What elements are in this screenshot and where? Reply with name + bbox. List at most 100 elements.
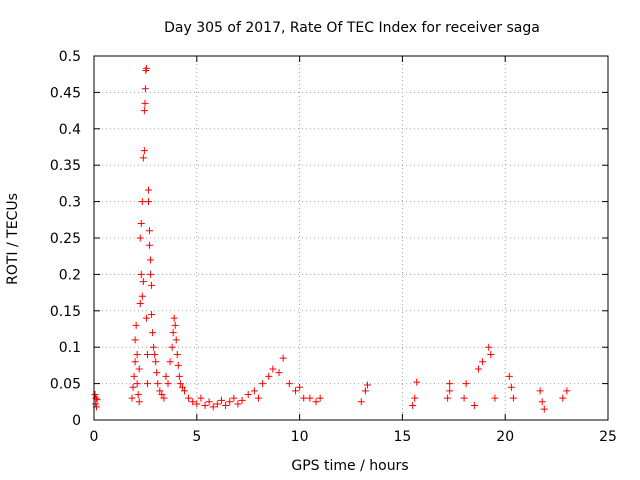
data-point bbox=[193, 400, 201, 408]
data-point bbox=[147, 270, 155, 278]
data-point bbox=[411, 394, 419, 402]
data-point bbox=[244, 391, 252, 399]
data-point bbox=[137, 270, 145, 278]
data-point bbox=[357, 398, 365, 406]
data-point bbox=[148, 281, 156, 289]
data-point bbox=[275, 369, 283, 377]
data-point bbox=[132, 321, 140, 329]
x-tick-label: 20 bbox=[496, 429, 514, 445]
data-point bbox=[259, 380, 267, 388]
data-point bbox=[505, 372, 513, 380]
data-point bbox=[306, 394, 314, 402]
data-point bbox=[300, 394, 308, 402]
data-point bbox=[130, 372, 138, 380]
data-point bbox=[168, 343, 176, 351]
data-point bbox=[201, 401, 209, 409]
data-point bbox=[409, 401, 417, 409]
y-tick-label: 0.3 bbox=[59, 195, 81, 211]
data-point bbox=[487, 350, 495, 358]
axes bbox=[93, 55, 609, 421]
data-point bbox=[138, 198, 146, 206]
data-point bbox=[213, 400, 221, 408]
data-point bbox=[185, 394, 193, 402]
data-point bbox=[254, 394, 262, 402]
data-point bbox=[279, 354, 287, 362]
data-point bbox=[250, 387, 258, 395]
data-point bbox=[479, 358, 487, 366]
data-point bbox=[176, 380, 184, 388]
data-point bbox=[460, 394, 468, 402]
data-point bbox=[164, 380, 172, 388]
plot-border bbox=[93, 55, 609, 421]
data-point bbox=[265, 372, 273, 380]
data-point bbox=[140, 107, 148, 115]
data-point bbox=[93, 396, 101, 404]
y-tick-label: 0.2 bbox=[59, 267, 81, 283]
data-point bbox=[559, 394, 567, 402]
data-point bbox=[171, 321, 179, 329]
data-point bbox=[507, 383, 515, 391]
data-point bbox=[138, 292, 146, 300]
data-point bbox=[144, 186, 152, 194]
x-tick-label: 5 bbox=[192, 429, 201, 445]
data-point bbox=[150, 343, 158, 351]
data-point bbox=[230, 394, 238, 402]
data-point bbox=[413, 378, 421, 386]
x-tick-label: 15 bbox=[393, 429, 411, 445]
data-point bbox=[444, 394, 452, 402]
data-point bbox=[136, 300, 144, 308]
data-point bbox=[361, 387, 369, 395]
data-point bbox=[446, 387, 454, 395]
data-point bbox=[169, 329, 177, 337]
data-point bbox=[491, 394, 499, 402]
data-point bbox=[153, 369, 161, 377]
data-points bbox=[91, 64, 571, 413]
y-tick-label: 0.5 bbox=[59, 49, 81, 65]
data-point bbox=[462, 380, 470, 388]
data-point bbox=[470, 401, 478, 409]
y-tick-label: 0.35 bbox=[50, 158, 81, 174]
data-point bbox=[129, 383, 137, 391]
data-point bbox=[146, 227, 154, 235]
y-tick-labels: 0 0.05 0.1 0.15 0.2 0.25 0.3 0.35 0.4 0.45 0.5 bbox=[50, 49, 81, 429]
data-point bbox=[226, 398, 234, 406]
data-point bbox=[217, 396, 225, 404]
y-tick-label: 0.15 bbox=[50, 304, 81, 320]
data-point bbox=[137, 219, 145, 227]
data-point bbox=[536, 387, 544, 395]
data-point bbox=[142, 64, 150, 72]
data-point bbox=[133, 350, 141, 358]
data-point bbox=[170, 314, 178, 322]
data-point bbox=[285, 380, 293, 388]
data-point bbox=[139, 154, 147, 162]
data-point bbox=[446, 380, 454, 388]
y-tick-label: 0.45 bbox=[50, 85, 81, 101]
data-point bbox=[139, 278, 147, 286]
data-point bbox=[142, 314, 150, 322]
x-tick-label: 0 bbox=[90, 429, 99, 445]
data-point bbox=[141, 99, 149, 107]
data-point bbox=[540, 405, 548, 413]
data-point bbox=[363, 381, 371, 389]
data-point bbox=[474, 365, 482, 373]
grid bbox=[94, 56, 608, 420]
data-point bbox=[296, 383, 304, 391]
data-point bbox=[154, 380, 162, 388]
y-tick-label: 0.05 bbox=[50, 377, 81, 393]
x-tick-label: 25 bbox=[599, 429, 617, 445]
data-point bbox=[162, 372, 170, 380]
data-point bbox=[128, 394, 136, 402]
data-point bbox=[269, 365, 277, 373]
data-point bbox=[205, 398, 213, 406]
y-axis-label: ROTI / TECUs bbox=[5, 193, 21, 285]
data-point bbox=[160, 394, 168, 402]
y-tick-label: 0.1 bbox=[59, 340, 81, 356]
chart-title: Day 305 of 2017, Rate Of TEC Index for r… bbox=[164, 20, 540, 36]
data-point bbox=[178, 383, 186, 391]
data-point bbox=[234, 400, 242, 408]
data-point bbox=[141, 85, 149, 93]
data-point bbox=[238, 396, 246, 404]
data-point bbox=[134, 391, 142, 399]
data-point bbox=[538, 398, 546, 406]
